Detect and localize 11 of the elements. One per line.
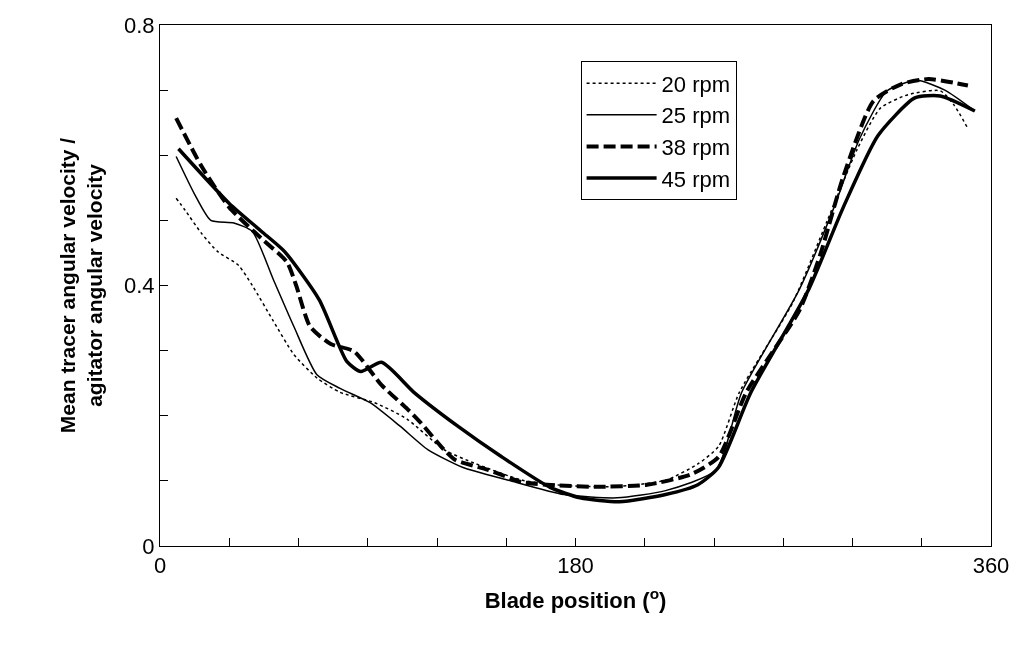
y-tick-label: 0.4 [124,273,155,299]
legend-label: 25 rpm [661,103,731,129]
y-tick-label: 0 [142,533,155,559]
legend-label: 38 rpm [661,135,731,161]
y-axis-title: Mean tracer angular velocity / agitator angular velocity [55,137,107,434]
x-axis-title: Blade position ($^{o}$) [484,585,667,614]
x-tick-label: 360 [972,553,1010,579]
legend-label: 20 rpm [661,71,731,97]
legend-label: 45 rpm [661,166,731,192]
y-tick-label: 0.8 [124,12,155,38]
x-tick-label: 180 [557,553,594,579]
